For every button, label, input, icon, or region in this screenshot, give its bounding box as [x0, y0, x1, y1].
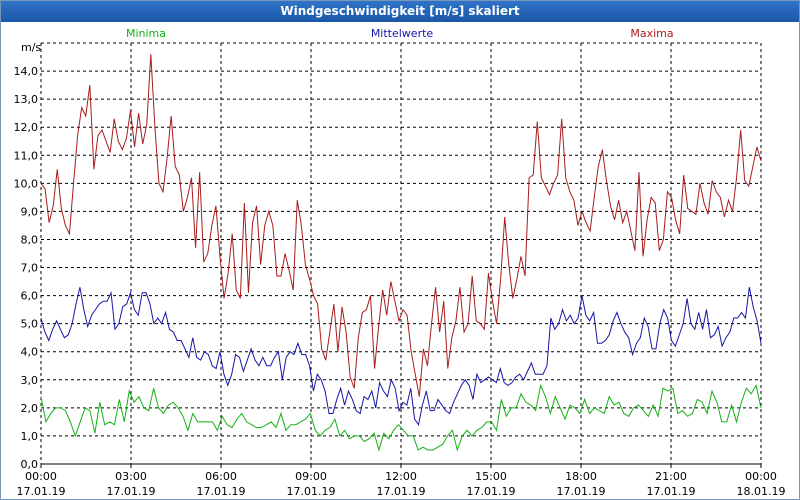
x-tick-time: 15:00 — [475, 470, 507, 483]
y-tick-label: 10,0 — [14, 177, 39, 190]
y-tick-label: 11,0 — [14, 149, 39, 162]
x-tick-date: 17.01.19 — [647, 485, 696, 498]
y-tick-label: 2,0 — [21, 402, 39, 415]
y-tick-label: 1,0 — [21, 430, 39, 443]
x-tick-date: 17.01.19 — [197, 485, 246, 498]
y-tick-label: 0,0 — [21, 458, 39, 471]
x-tick-date: 17.01.19 — [17, 485, 66, 498]
y-tick-label: 14,0 — [14, 65, 39, 78]
series-lines — [40, 54, 762, 452]
x-tick-time: 09:00 — [295, 470, 327, 483]
legend-min: Minima — [126, 27, 166, 40]
x-tick-date: 17.01.19 — [377, 485, 426, 498]
window-title: Windgeschwindigkeit [m/s] skaliert — [1, 1, 799, 22]
x-tick-time: 18:00 — [565, 470, 597, 483]
x-tick-time: 12:00 — [385, 470, 417, 483]
legend-max: Maxima — [630, 27, 673, 40]
x-tick-time: 03:00 — [115, 470, 147, 483]
x-tick-date: 17.01.19 — [287, 485, 336, 498]
x-tick-date: 17.01.19 — [557, 485, 606, 498]
series-line-max — [40, 54, 762, 397]
y-tick-label: 3,0 — [21, 374, 39, 387]
y-tick-label: 7,0 — [21, 262, 39, 275]
axes: 0,0 1,0 2,0 3,0 4,0 5,0 6,0 7,0 8,0 9,0 10,0 11,0 12… — [14, 41, 786, 498]
y-tick-label: 12,0 — [14, 121, 39, 134]
x-tick-time: 00:00 — [25, 470, 57, 483]
y-tick-label: 8,0 — [21, 233, 39, 246]
x-tick-date: 18.01.19 — [737, 485, 786, 498]
y-axis-label: m/s — [21, 41, 41, 54]
x-tick-date: 17.01.19 — [107, 485, 156, 498]
y-tick-label: 6,0 — [21, 290, 39, 303]
grid — [40, 42, 762, 465]
x-tick-time: 21:00 — [655, 470, 687, 483]
legend-mean: Mittelwerte — [371, 27, 434, 40]
x-tick-time: 00:00 — [745, 470, 777, 483]
y-tick-label: 13,0 — [14, 93, 39, 106]
series-line-mean — [40, 287, 762, 426]
y-tick-label: 9,0 — [21, 205, 39, 218]
legend: Minima Mittelwerte Maxima — [126, 27, 674, 40]
y-tick-label: 4,0 — [21, 346, 39, 359]
x-tick-time: 06:00 — [205, 470, 237, 483]
x-tick-date: 17.01.19 — [467, 485, 516, 498]
series-line-min — [40, 383, 762, 452]
y-tick-label: 5,0 — [21, 318, 39, 331]
